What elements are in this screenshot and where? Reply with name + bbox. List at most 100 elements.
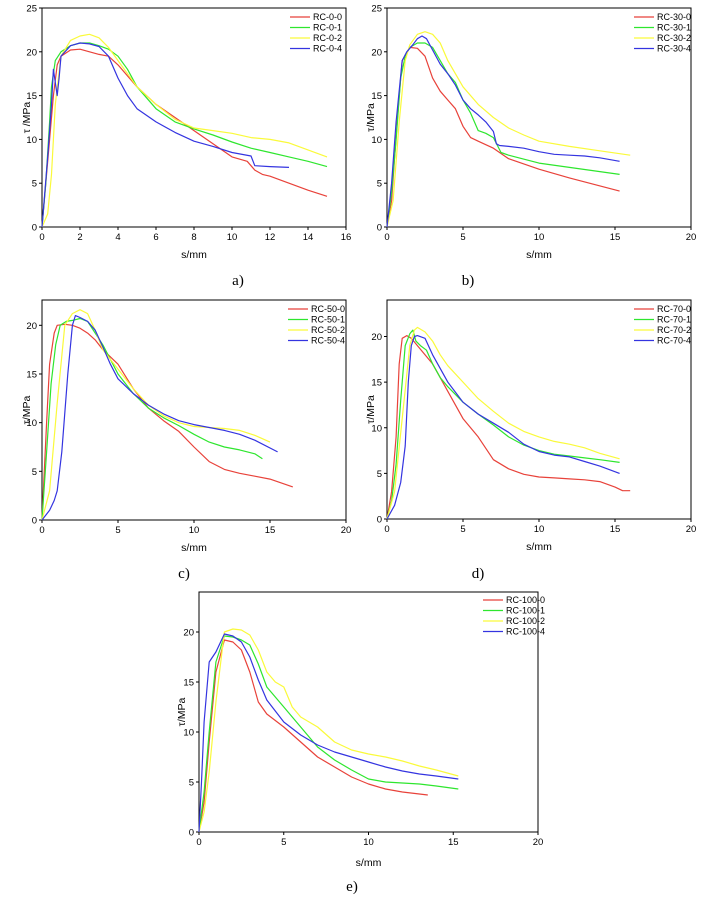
x-tick-label: 6 (153, 232, 158, 243)
series-line-rc-70-2 (386, 326, 620, 520)
y-tick-label: 10 (183, 728, 194, 739)
x-tick-label: 0 (39, 232, 44, 243)
x-tick-label: 12 (265, 232, 276, 243)
x-tick-label: 0 (196, 837, 201, 848)
x-tick-label: 4 (115, 232, 120, 243)
chart-c: 0 5 10 15 2005101520s/mmτ/MPaRC-50-0RC-50-1R… (21, 299, 352, 582)
series-line-rc-0-0 (41, 48, 328, 228)
y-tick-label: 15 (183, 678, 194, 689)
panel-caption: e) (346, 879, 358, 895)
y-tick-label: 20 (371, 332, 382, 343)
y-tick-label: 0 (377, 515, 382, 526)
x-tick-label: 16 (341, 232, 352, 243)
x-tick-label: 8 (191, 232, 196, 243)
x-axis-label: s/mm (356, 857, 382, 869)
x-tick-label: 10 (363, 837, 374, 848)
y-tick-label: 5 (189, 778, 194, 789)
y-tick-label: 15 (371, 91, 382, 102)
legend-label: RC-30-2 (657, 33, 691, 43)
legend-label: RC-0-2 (313, 33, 342, 43)
series-line-rc-70-1 (386, 329, 620, 520)
panel-caption: c) (178, 566, 190, 582)
legend-label: RC-100-1 (506, 606, 545, 616)
y-axis-label: τ/MPa (365, 103, 377, 132)
x-tick-label: 15 (448, 837, 459, 848)
y-tick-label: 10 (371, 135, 382, 146)
legend-label: RC-0-1 (313, 23, 342, 33)
x-axis-label: s/mm (181, 249, 207, 261)
y-tick-label: 20 (26, 47, 37, 58)
y-tick-label: 10 (26, 135, 37, 146)
y-axis-label: τ /MPa (21, 102, 33, 134)
series-line-rc-0-1 (41, 42, 328, 228)
series-line-rc-50-4 (41, 315, 278, 521)
x-tick-label: 15 (265, 525, 276, 536)
panel-caption: d) (472, 566, 485, 582)
y-tick-label: 0 (32, 516, 37, 527)
x-tick-label: 5 (460, 524, 465, 535)
plot-frame (41, 7, 347, 228)
y-tick-label: 25 (371, 4, 382, 15)
chart-b: 0 5 10 15 200510152025s/mmτ/MPaRC-30-0RC-30-… (365, 4, 696, 290)
y-tick-label: 0 (32, 223, 37, 234)
series-line-rc-50-1 (41, 317, 263, 521)
legend-label: RC-50-2 (311, 325, 345, 335)
x-tick-label: 5 (115, 525, 120, 536)
x-axis-label: s/mm (526, 249, 552, 261)
x-tick-label: 0 (384, 524, 389, 535)
legend-label: RC-30-0 (657, 12, 691, 22)
series-line-rc-100-2 (198, 628, 459, 833)
legend-label: RC-100-0 (506, 595, 545, 605)
legend-label: RC-70-1 (657, 315, 691, 325)
y-tick-label: 5 (32, 467, 37, 478)
plot-frame (198, 591, 539, 833)
x-tick-label: 15 (610, 524, 621, 535)
legend-label: RC-30-1 (657, 23, 691, 33)
y-tick-label: 0 (189, 828, 194, 839)
series-line-rc-50-2 (41, 309, 271, 521)
legend-label: RC-0-4 (313, 44, 342, 54)
legend-label: RC-70-2 (657, 325, 691, 335)
panel-caption: b) (462, 273, 475, 289)
panel-caption: a) (232, 273, 244, 289)
x-tick-label: 0 (39, 525, 44, 536)
x-tick-label: 2 (77, 232, 82, 243)
y-axis-label: τ/MPa (365, 395, 377, 424)
legend-label: RC-100-2 (506, 616, 545, 626)
legend-label: RC-100-4 (506, 627, 545, 637)
legend-label: RC-70-0 (657, 304, 691, 314)
legend-label: RC-70-4 (657, 336, 691, 346)
y-tick-label: 5 (32, 179, 37, 190)
series-line-rc-30-0 (386, 46, 620, 228)
y-tick-label: 15 (26, 91, 37, 102)
x-tick-label: 10 (534, 232, 545, 243)
y-tick-label: 20 (371, 47, 382, 58)
y-tick-label: 0 (377, 223, 382, 234)
x-tick-label: 14 (303, 232, 314, 243)
y-tick-label: 5 (377, 469, 382, 480)
x-axis-label: s/mm (181, 542, 207, 554)
x-tick-label: 20 (341, 525, 352, 536)
y-tick-label: 5 (377, 179, 382, 190)
x-tick-label: 20 (533, 837, 544, 848)
y-axis-label: τ/MPa (21, 396, 33, 425)
legend-label: RC-30-4 (657, 44, 691, 54)
legend-label: RC-0-0 (313, 12, 342, 22)
x-tick-label: 5 (460, 232, 465, 243)
x-tick-label: 10 (227, 232, 238, 243)
y-tick-label: 20 (183, 628, 194, 639)
x-tick-label: 10 (189, 525, 200, 536)
y-axis-label: τ/MPa (176, 698, 188, 727)
series-line-rc-30-1 (386, 42, 620, 228)
series-line-rc-30-2 (386, 31, 631, 228)
chart-d: 0 5 10 15 2005101520s/mmτ/MPaRC-70-0RC-70-1R… (365, 299, 696, 582)
x-tick-label: 10 (534, 524, 545, 535)
plot-frame (386, 7, 692, 228)
y-tick-label: 10 (26, 418, 37, 429)
x-tick-label: 0 (384, 232, 389, 243)
series-line-rc-30-4 (386, 35, 620, 228)
series-line-rc-100-4 (198, 633, 459, 833)
legend-label: RC-50-4 (311, 336, 345, 346)
